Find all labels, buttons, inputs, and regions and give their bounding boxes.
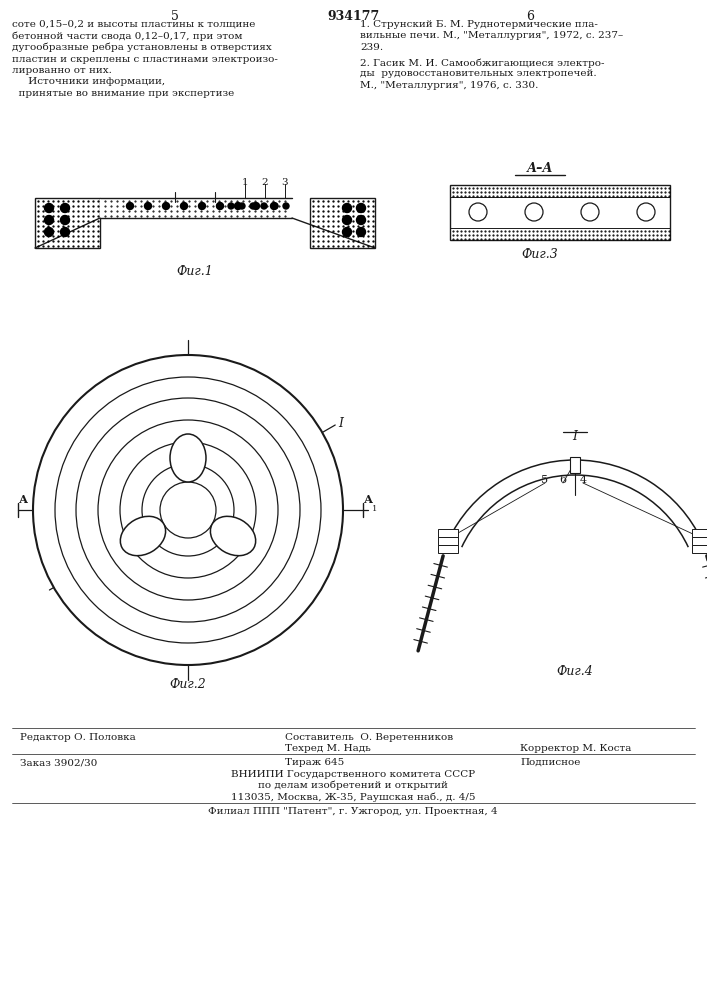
Text: 113035, Москва, Ж-35, Раушская наб., д. 4/5: 113035, Москва, Ж-35, Раушская наб., д. … — [230, 792, 475, 802]
Text: Редактор О. Половка: Редактор О. Половка — [20, 733, 136, 742]
Circle shape — [239, 203, 245, 209]
Text: 6: 6 — [526, 10, 534, 23]
Text: пластин и скреплены с пластинами электроизо-: пластин и скреплены с пластинами электро… — [12, 54, 278, 64]
Text: бетонной части свода 0,12–0,17, при этом: бетонной части свода 0,12–0,17, при этом — [12, 31, 243, 41]
Circle shape — [160, 482, 216, 538]
Circle shape — [235, 202, 242, 210]
Circle shape — [252, 202, 259, 210]
Circle shape — [216, 202, 223, 210]
Text: 1: 1 — [372, 505, 378, 513]
Text: А: А — [19, 494, 28, 505]
Text: Подписное: Подписное — [520, 758, 580, 767]
Text: 1. Струнский Б. М. Руднотермические пла-: 1. Струнский Б. М. Руднотермические пла- — [360, 20, 598, 29]
Circle shape — [228, 203, 234, 209]
Text: ВНИИПИ Государственного комитета СССР: ВНИИПИ Государственного комитета СССР — [231, 770, 475, 779]
Text: 5: 5 — [171, 10, 179, 23]
Circle shape — [525, 203, 543, 221]
Text: вильные печи. М., "Металлургия", 1972, с. 237–: вильные печи. М., "Металлургия", 1972, с… — [360, 31, 624, 40]
Bar — [438, 529, 458, 537]
Text: Заказ 3902/30: Заказ 3902/30 — [20, 758, 98, 767]
Circle shape — [261, 203, 267, 209]
Circle shape — [342, 204, 351, 213]
Text: принятые во внимание при экспертизе: принятые во внимание при экспертизе — [12, 89, 234, 98]
Text: Тираж 645: Тираж 645 — [285, 758, 344, 767]
Text: Источники информации,: Источники информации, — [12, 78, 165, 87]
Circle shape — [120, 442, 256, 578]
Bar — [100, 198, 292, 218]
Text: по делам изобретений и открытий: по делам изобретений и открытий — [258, 781, 448, 790]
Text: Фиг.1: Фиг.1 — [177, 265, 214, 278]
Circle shape — [199, 202, 206, 210]
Text: соте 0,15–0,2 и высоты пластины к толщине: соте 0,15–0,2 и высоты пластины к толщин… — [12, 20, 255, 29]
Circle shape — [45, 228, 54, 236]
Circle shape — [272, 203, 278, 209]
Text: 2. Гасик М. И. Самообжигающиеся электро-: 2. Гасик М. И. Самообжигающиеся электро- — [360, 58, 604, 68]
Text: 239.: 239. — [360, 43, 383, 52]
Circle shape — [217, 203, 223, 209]
Text: Фиг.2: Фиг.2 — [170, 678, 206, 691]
Circle shape — [180, 202, 187, 210]
Circle shape — [356, 204, 366, 213]
Text: 3: 3 — [281, 178, 288, 187]
Text: Составитель  О. Веретенников: Составитель О. Веретенников — [285, 733, 453, 742]
Bar — [310, 198, 375, 248]
Circle shape — [342, 228, 351, 236]
Circle shape — [127, 202, 134, 210]
Text: I: I — [338, 417, 343, 430]
Ellipse shape — [170, 434, 206, 482]
Text: 934177: 934177 — [327, 10, 379, 23]
Bar — [692, 529, 707, 537]
Circle shape — [55, 377, 321, 643]
Circle shape — [45, 216, 54, 225]
Bar — [692, 545, 707, 553]
Circle shape — [61, 228, 69, 236]
Text: 6: 6 — [559, 475, 566, 485]
Text: 5: 5 — [542, 475, 549, 485]
Circle shape — [163, 202, 170, 210]
Circle shape — [45, 204, 54, 213]
Text: дугообразные ребра установлены в отверстиях: дугообразные ребра установлены в отверст… — [12, 43, 271, 52]
Circle shape — [356, 228, 366, 236]
Text: 2: 2 — [262, 178, 269, 187]
Text: Филиал ППП "Патент", г. Ужгород, ул. Проектная, 4: Филиал ППП "Патент", г. Ужгород, ул. Про… — [208, 807, 498, 816]
Circle shape — [98, 420, 278, 600]
Bar — [570, 457, 580, 473]
Circle shape — [581, 203, 599, 221]
Bar — [438, 537, 458, 545]
Text: I: I — [573, 430, 578, 443]
Circle shape — [61, 204, 69, 213]
Text: Техред М. Надь: Техред М. Надь — [285, 744, 370, 753]
Bar — [35, 198, 100, 248]
Text: 4: 4 — [580, 475, 587, 485]
Circle shape — [61, 216, 69, 225]
Circle shape — [250, 203, 256, 209]
Circle shape — [271, 202, 278, 210]
Circle shape — [76, 398, 300, 622]
Text: А–А: А–А — [527, 162, 554, 175]
Text: Фиг.4: Фиг.4 — [556, 665, 593, 678]
Ellipse shape — [211, 516, 256, 556]
Circle shape — [142, 464, 234, 556]
Text: М., "Металлургия", 1976, с. 330.: М., "Металлургия", 1976, с. 330. — [360, 81, 538, 90]
Bar — [450, 185, 670, 240]
Text: А: А — [364, 494, 373, 505]
Circle shape — [342, 216, 351, 225]
Circle shape — [144, 202, 151, 210]
Circle shape — [283, 203, 289, 209]
Bar — [438, 545, 458, 553]
Circle shape — [356, 216, 366, 225]
Text: Фиг.3: Фиг.3 — [522, 248, 559, 261]
Ellipse shape — [120, 516, 165, 556]
Text: лированно от них.: лированно от них. — [12, 66, 112, 75]
Text: 1: 1 — [242, 178, 248, 187]
Text: Корректор М. Коста: Корректор М. Коста — [520, 744, 631, 753]
Text: ды  рудовосстановительных электропечей.: ды рудовосстановительных электропечей. — [360, 70, 597, 79]
Bar — [692, 537, 707, 545]
Circle shape — [33, 355, 343, 665]
Circle shape — [469, 203, 487, 221]
Circle shape — [637, 203, 655, 221]
